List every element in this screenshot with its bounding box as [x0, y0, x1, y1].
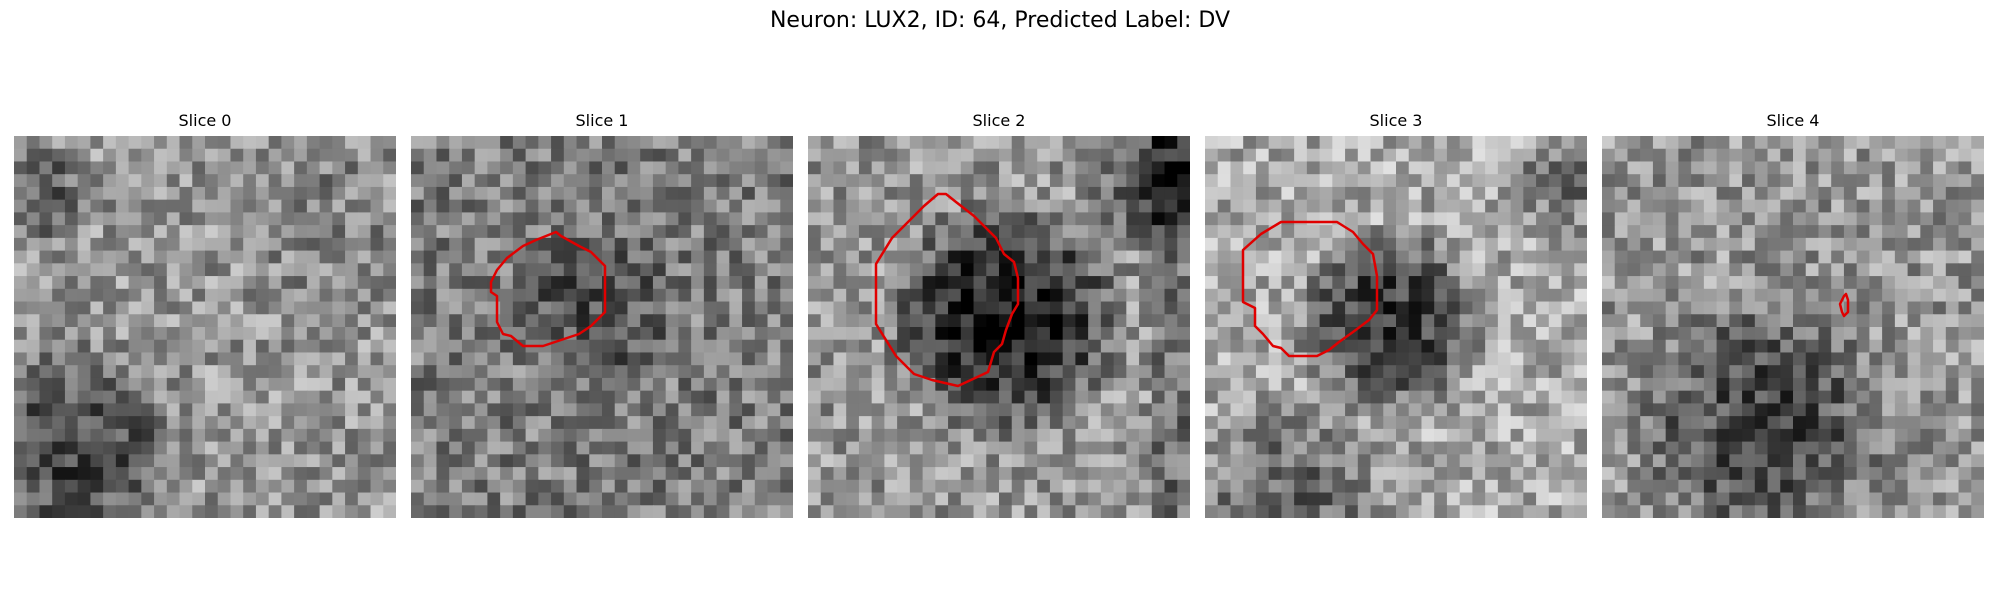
segmentation-contour: [874, 192, 1020, 388]
slice-title: Slice 3: [1369, 111, 1423, 130]
slice-panel-1: Slice 1: [411, 110, 793, 518]
slice-title: Slice 2: [972, 111, 1026, 130]
slice-panel-2: Slice 2: [808, 110, 1190, 518]
segmentation-contour: [489, 230, 607, 348]
slice-image: [14, 136, 396, 518]
segmentation-contour: [1241, 220, 1379, 358]
slice-image: [1205, 136, 1587, 518]
slice-image: [808, 136, 1190, 518]
slice-panel-3: Slice 3: [1205, 110, 1587, 518]
slice-panel-4: Slice 4: [1602, 110, 1984, 518]
figure-title: Neuron: LUX2, ID: 64, Predicted Label: D…: [769, 8, 1231, 33]
slice-image: [1602, 136, 1984, 518]
slice-panel-0: Slice 0: [14, 110, 396, 518]
slice-title: Slice 1: [575, 111, 629, 130]
slice-image: [411, 136, 793, 518]
slice-title: Slice 0: [178, 111, 232, 130]
slice-title: Slice 4: [1766, 111, 1820, 130]
segmentation-contour: [1838, 292, 1850, 318]
